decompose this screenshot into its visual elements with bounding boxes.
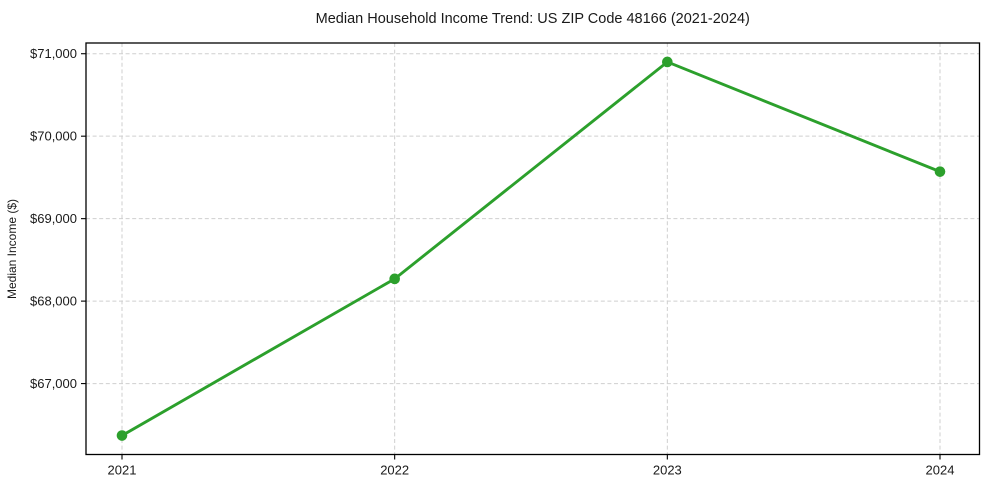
y-tick-label: $70,000 bbox=[30, 129, 77, 144]
y-tick-labels: $67,000 $68,000 $69,000 $70,000 $71,000 bbox=[30, 46, 77, 391]
x-tick-label: 2024 bbox=[926, 463, 955, 478]
x-tick-label: 2023 bbox=[653, 463, 682, 478]
plot-border bbox=[85, 42, 981, 456]
axes-spines bbox=[85, 42, 981, 456]
data-point-marker bbox=[116, 430, 128, 441]
y-tick-label: $71,000 bbox=[30, 46, 77, 61]
data-point-marker bbox=[934, 166, 946, 177]
gridlines bbox=[86, 43, 980, 455]
y-tick-label: $69,000 bbox=[30, 211, 77, 226]
axis-ticks bbox=[81, 53, 941, 460]
trend-line bbox=[120, 60, 942, 437]
x-tick-label: 2022 bbox=[380, 463, 409, 478]
data-point-marker bbox=[662, 56, 673, 68]
y-tick-label: $68,000 bbox=[30, 294, 77, 309]
x-tick-labels: 2021 2022 2023 2024 bbox=[108, 463, 955, 478]
data-series bbox=[116, 56, 946, 441]
data-point-marker bbox=[389, 273, 400, 285]
y-axis-label: Median Income ($) bbox=[5, 199, 19, 299]
chart-title: Median Household Income Trend: US ZIP Co… bbox=[316, 11, 750, 27]
x-tick-label: 2021 bbox=[108, 463, 137, 478]
y-tick-label: $67,000 bbox=[30, 376, 77, 391]
